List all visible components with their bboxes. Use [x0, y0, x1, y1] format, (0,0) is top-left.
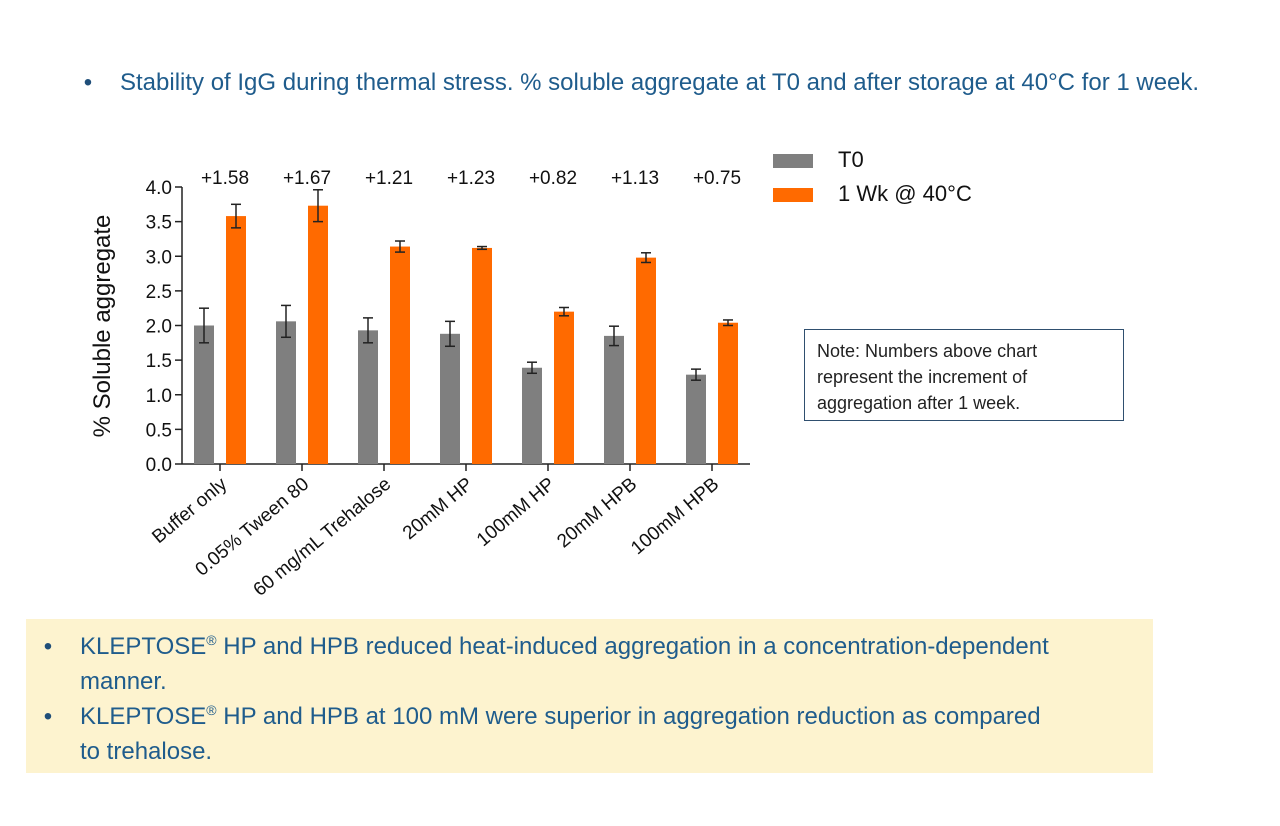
t0-bar: [522, 367, 542, 464]
y-tick-label: 4.0: [146, 178, 172, 199]
y-tick-label: 0.0: [146, 455, 172, 476]
chart-axes: [175, 186, 750, 471]
title-bullet-item: • Stability of IgG during thermal stress…: [78, 66, 1218, 136]
week-bar: [390, 246, 410, 464]
bullet-marker: •: [43, 703, 53, 730]
summary-line2: to trehalose.: [80, 738, 213, 765]
note-line: Note: Numbers above chart: [817, 341, 1038, 361]
chart-bars: [194, 189, 738, 464]
y-tick-label: 1.0: [146, 386, 172, 407]
bar-chart: 0.0 0.5 1.0 1.5 2.0 2.5 3.0 3.5 4.0 % Soluble agg…: [89, 147, 972, 601]
increment-label: +0.75: [693, 168, 741, 189]
t0-bar: [604, 335, 624, 464]
note-line: aggregation after 1 week.: [817, 393, 1021, 413]
x-category-label: 60 mg/mL Trehalose: [250, 474, 396, 601]
registered-mark: ®: [206, 702, 217, 718]
x-category-label: 20mM HP: [399, 474, 477, 544]
increment-label: +1.23: [447, 168, 495, 189]
week-bar: [636, 257, 656, 464]
y-tick-label: 2.0: [146, 317, 172, 338]
legend-swatch-t0: [773, 154, 813, 168]
x-category-label: 100mM HP: [473, 474, 559, 551]
bullet-marker: •: [83, 69, 93, 96]
summary-box: • KLEPTOSE® HP and HPB reduced heat-indu…: [26, 619, 1153, 773]
chart-title-text: Stability of IgG during thermal stress. …: [120, 69, 1200, 96]
x-category-label: Buffer only: [148, 473, 231, 548]
bullet-marker: •: [43, 633, 53, 660]
note-box: Note: Numbers above chart represent the …: [804, 329, 1124, 421]
summary-text: KLEPTOSE® HP and HPB at 100 mM were supe…: [80, 699, 1140, 769]
week-bar: [472, 247, 492, 464]
y-tick-label: 2.5: [146, 282, 172, 303]
legend-label: 1 Wk @ 40°C: [838, 181, 972, 206]
t0-bar: [358, 330, 378, 464]
y-tick-label: 3.0: [146, 247, 172, 268]
t0-bar: [686, 374, 706, 464]
summary-line1: HP and HPB at 100 mM were superior in ag…: [216, 703, 1041, 730]
product-name: KLEPTOSE: [80, 703, 207, 730]
summary-line2: manner.: [80, 668, 167, 695]
x-category-label: 20mM HPB: [553, 474, 641, 553]
x-category-label: 100mM HPB: [627, 474, 723, 559]
y-tick-label: 1.5: [146, 351, 172, 372]
week-bar: [226, 216, 246, 464]
week-bar: [718, 322, 738, 464]
registered-mark: ®: [206, 632, 217, 648]
product-name: KLEPTOSE: [80, 633, 207, 660]
note-line: represent the increment of: [817, 367, 1028, 387]
y-tick-label: 3.5: [146, 213, 172, 234]
summary-text: KLEPTOSE® HP and HPB reduced heat-induce…: [80, 629, 1140, 699]
legend-label: T0: [838, 147, 864, 172]
week-bar: [308, 205, 328, 464]
legend-swatch-week: [773, 188, 813, 202]
summary-line1: HP and HPB reduced heat-induced aggregat…: [216, 633, 1049, 660]
increment-label: +1.67: [283, 168, 331, 189]
increment-label: +1.13: [611, 168, 659, 189]
t0-bar: [276, 321, 296, 464]
y-axis-label: % Soluble aggregate: [89, 215, 116, 438]
t0-bar: [194, 325, 214, 464]
y-tick-label: 0.5: [146, 420, 172, 441]
increment-label: +0.82: [529, 168, 577, 189]
t0-bar: [440, 333, 460, 464]
chart-legend: T0 1 Wk @ 40°C: [773, 147, 972, 206]
week-bar: [554, 311, 574, 464]
increment-label: +1.21: [365, 168, 413, 189]
increment-label: +1.58: [201, 168, 249, 189]
